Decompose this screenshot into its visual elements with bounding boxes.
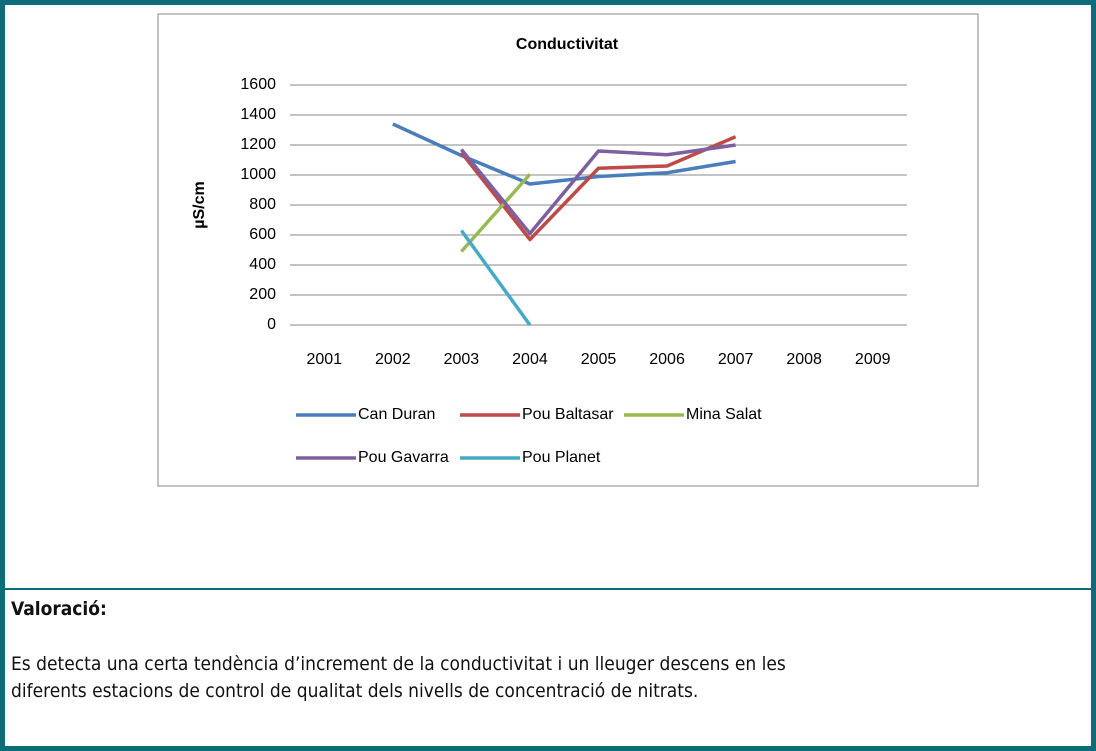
y-tick-label: 1400 [240, 106, 276, 123]
chart: Conductivitat µS/cm 0 200 400 600 800 1000 120… [157, 13, 979, 487]
y-tick-label: 800 [249, 196, 276, 213]
x-tick-label: 2007 [718, 351, 754, 368]
x-tick-label: 2005 [581, 351, 617, 368]
x-tick-label: 2009 [855, 351, 891, 368]
series-line [460, 173, 532, 253]
x-tick-label: 2002 [375, 351, 411, 368]
chart-title: Conductivitat [516, 36, 619, 53]
x-tick-label: 2001 [306, 351, 342, 368]
divider [5, 588, 1091, 590]
assessment-line: Es detecta una certa tendència d’increme… [11, 653, 786, 675]
legend-label: Pou Baltasar [522, 406, 614, 423]
series-line [392, 122, 736, 186]
y-tick-label: 1600 [240, 76, 276, 93]
x-tick-label: 2006 [649, 351, 685, 368]
legend-label: Mina Salat [686, 406, 762, 423]
legend-label: Can Duran [358, 406, 435, 423]
x-tick-label: 2008 [786, 351, 822, 368]
y-tick-label: 400 [249, 256, 276, 273]
y-tick-label: 0 [267, 316, 276, 333]
series-line [460, 135, 737, 242]
series-line [459, 229, 532, 327]
y-tick-label: 600 [249, 226, 276, 243]
chart-frame [157, 13, 979, 487]
y-tick-label: 1000 [240, 166, 276, 183]
y-tick-label: 1200 [240, 136, 276, 153]
assessment-line: diferents estacions de control de qualit… [11, 680, 699, 702]
y-tick-label: 200 [249, 286, 276, 303]
legend-label: Pou Planet [522, 449, 601, 466]
assessment-heading: Valoració: [11, 598, 107, 620]
x-tick-label: 2003 [444, 351, 480, 368]
legend-label: Pou Gavarra [358, 449, 449, 466]
x-tick-label: 2004 [512, 351, 548, 368]
y-axis-label: µS/cm [191, 181, 208, 228]
series-line [460, 143, 736, 236]
